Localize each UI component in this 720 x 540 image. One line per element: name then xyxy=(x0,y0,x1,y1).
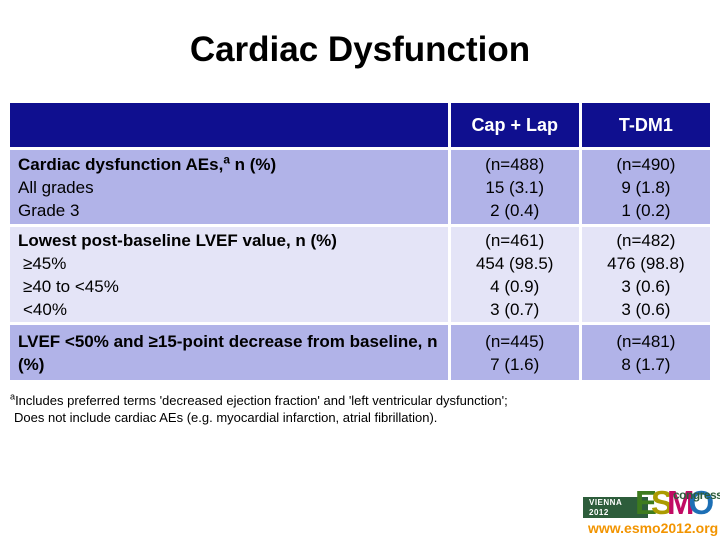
value-line: 454 (98.5) xyxy=(475,253,554,273)
value-line: 3 (0.7) xyxy=(490,299,540,319)
footnote-marker: a xyxy=(223,151,230,166)
value-line: 2 (0.4) xyxy=(490,200,540,220)
header-cell-cap-lap: Cap + Lap xyxy=(450,103,579,147)
value-line: 15 (3.1) xyxy=(485,177,544,197)
esmo-letter-s: S xyxy=(651,484,673,521)
row-sublabel: ≥40 to <45% xyxy=(23,276,119,296)
value-line: (n=445) xyxy=(485,331,545,351)
cardiac-dysfunction-table: Cap + Lap T-DM1 Cardiac dysfunction AEs,… xyxy=(7,100,713,383)
congress-url: www.esmo2012.org xyxy=(588,520,719,536)
table-row-lvef-value: Lowest post-baseline LVEF value, n (%) ≥… xyxy=(10,227,710,322)
value-line: 3 (0.6) xyxy=(621,299,671,319)
row-sublabel: Grade 3 xyxy=(18,200,80,220)
footnote: aIncludes preferred terms 'decreased eje… xyxy=(10,392,610,426)
row-sublabel: <40% xyxy=(23,299,67,319)
footnote-line-2: Does not include cardiac AEs (e.g. myoca… xyxy=(14,410,438,425)
value-line: 3 (0.6) xyxy=(621,276,671,296)
table-row-cardiac-aes: Cardiac dysfunction AEs,a n (%) All grad… xyxy=(10,150,710,224)
value-line: (n=490) xyxy=(616,154,676,174)
value-line: 1 (0.2) xyxy=(621,200,671,220)
value-line: 8 (1.7) xyxy=(621,354,671,374)
value-line: 7 (1.6) xyxy=(490,354,540,374)
footnote-marker: a xyxy=(10,391,16,402)
row-label-lvef-value: Lowest post-baseline LVEF value, n (%) ≥… xyxy=(10,227,448,322)
venue-badge: VIENNA 2012 xyxy=(583,497,648,518)
cell-cap-lap-lvef-decrease: (n=445) 7 (1.6) xyxy=(450,325,579,380)
cell-tdm1-cardiac-aes: (n=490) 9 (1.8) 1 (0.2) xyxy=(581,150,710,224)
row-label-lvef-decrease: LVEF <50% and ≥15-point decrease from ba… xyxy=(10,325,448,380)
footnote-line-1: aIncludes preferred terms 'decreased eje… xyxy=(10,391,508,408)
header-cell-tdm1: T-DM1 xyxy=(581,103,710,147)
value-line: 4 (0.9) xyxy=(490,276,540,296)
table-row-lvef-decrease: LVEF <50% and ≥15-point decrease from ba… xyxy=(10,325,710,380)
table-header-row: Cap + Lap T-DM1 xyxy=(10,103,710,147)
esmo-letter-e: E xyxy=(635,484,657,521)
page-title: Cardiac Dysfunction xyxy=(189,30,531,69)
row-sublabel: All grades xyxy=(18,177,94,197)
row-label-title: Cardiac dysfunction AEs,a n (%) xyxy=(18,151,277,174)
row-label-title: Lowest post-baseline LVEF value, n (%) xyxy=(18,230,337,250)
venue-year: 2012 xyxy=(589,508,609,517)
cell-cap-lap-lvef-value: (n=461) 454 (98.5) 4 (0.9) 3 (0.7) xyxy=(450,227,579,322)
value-line: (n=482) xyxy=(616,230,676,250)
cell-tdm1-lvef-value: (n=482) 476 (98.8) 3 (0.6) 3 (0.6) xyxy=(581,227,710,322)
esmo-congress-logo: VIENNA 2012 ESMO congress www.esmo2012.o… xyxy=(580,484,720,537)
row-sublabel: ≥45% xyxy=(23,253,67,273)
value-line: (n=461) xyxy=(485,230,545,250)
value-line: (n=488) xyxy=(485,154,545,174)
value-line: 476 (98.8) xyxy=(607,253,685,273)
congress-label: congress xyxy=(673,488,720,502)
value-line: (n=481) xyxy=(616,331,676,351)
venue-city: VIENNA xyxy=(589,498,623,507)
value-line: 9 (1.8) xyxy=(621,177,671,197)
header-cell-empty xyxy=(10,103,448,147)
cell-cap-lap-cardiac-aes: (n=488) 15 (3.1) 2 (0.4) xyxy=(450,150,579,224)
row-label-cardiac-aes: Cardiac dysfunction AEs,a n (%) All grad… xyxy=(10,150,448,224)
cell-tdm1-lvef-decrease: (n=481) 8 (1.7) xyxy=(581,325,710,380)
row-label-title: LVEF <50% and ≥15-point decrease from ba… xyxy=(18,331,438,374)
